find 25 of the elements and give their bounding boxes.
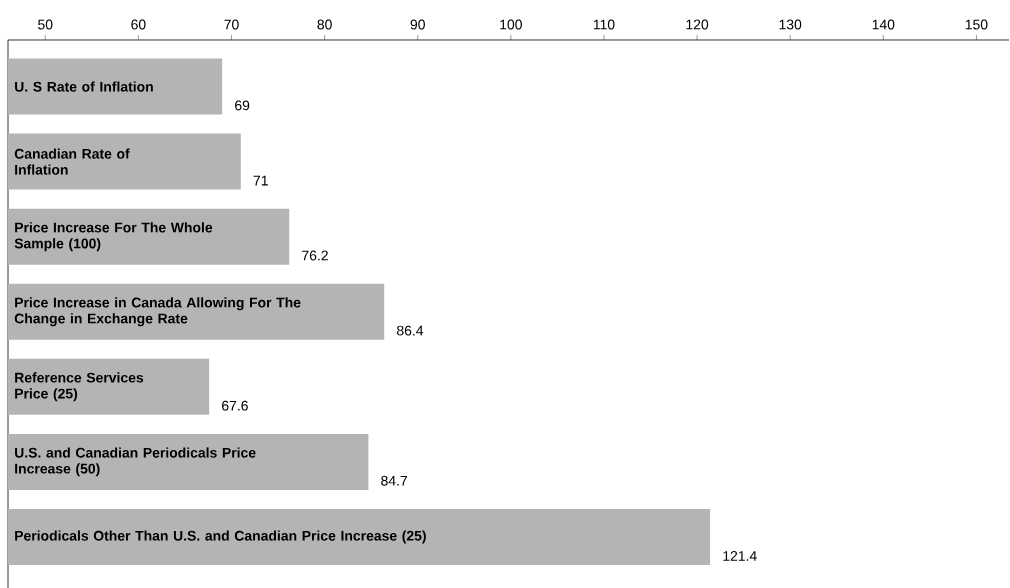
data-label: 71	[253, 175, 268, 186]
y-tick-label: U.S. and Canadian Periodicals Price Increase (50)	[15, 447, 256, 477]
x-tick-label: 60	[131, 19, 146, 30]
data-label: 86.4	[397, 325, 424, 336]
x-tick-label: 120	[686, 19, 709, 30]
x-tick-label: 90	[410, 19, 425, 30]
y-tick-label: U. S Rate of Inflation	[15, 81, 153, 92]
x-tick-label: 70	[224, 19, 239, 30]
y-tick-label: Price Increase in Canada Allowing For The Change in Exchange Rate	[14, 297, 301, 327]
data-label: 84.7	[381, 475, 408, 486]
data-label: 76.2	[302, 250, 328, 261]
data-label: 67.6	[222, 400, 248, 411]
x-tick-label: 130	[779, 19, 802, 30]
data-label: 121.4	[723, 551, 757, 561]
y-tick-label: Reference Services Price (25)	[15, 372, 144, 402]
y-tick-label: Periodicals Other Than U.S. and Canadian Price Increase (25)	[15, 530, 426, 544]
x-tick-label: 150	[965, 19, 988, 30]
y-tick-label: Price Increase For The Whole Sample (100)	[14, 222, 213, 252]
x-tick-label: 80	[317, 19, 332, 30]
x-tick-label: 140	[872, 19, 895, 30]
y-tick-label: Canadian Rate of Inflation	[14, 148, 130, 175]
x-tick-label: 50	[38, 19, 53, 30]
data-label: 69	[235, 100, 250, 111]
x-tick-label: 100	[500, 19, 522, 30]
x-tick-label: 110	[593, 19, 615, 30]
